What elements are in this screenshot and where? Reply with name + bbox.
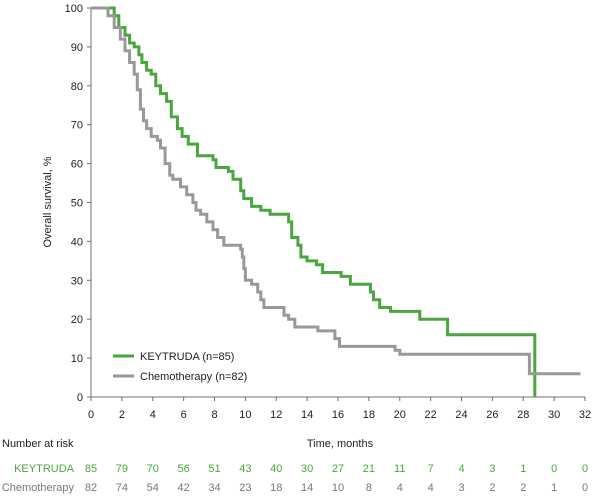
risk-value: 74 — [116, 482, 128, 494]
y-axis-label: Overall survival, % — [42, 156, 54, 247]
series-line-keytruda — [91, 6, 537, 397]
legend: KEYTRUDA (n=85) Chemotherapy (n=82) — [113, 351, 247, 383]
y-tick-label: 100 — [65, 3, 83, 15]
y-axis-ticks: 0 10 20 30 40 50 60 70 80 90 100 — [65, 3, 91, 404]
x-tick-label: 12 — [270, 409, 282, 421]
risk-value: 2 — [489, 482, 495, 494]
legend-label-chemotherapy: Chemotherapy (n=82) — [140, 371, 247, 383]
risk-value: 11 — [394, 463, 405, 475]
risk-value: 34 — [208, 482, 220, 494]
y-tick-label: 60 — [71, 159, 83, 171]
risk-value: 1 — [551, 482, 557, 494]
x-tick-label: 8 — [211, 409, 217, 421]
y-tick-label: 90 — [71, 42, 83, 54]
x-tick-label: 24 — [455, 409, 467, 421]
y-tick-label: 20 — [71, 314, 83, 326]
risk-value: 4 — [397, 482, 403, 494]
risk-value: 42 — [178, 482, 190, 494]
risk-value: 4 — [458, 463, 464, 475]
legend-label-keytruda: KEYTRUDA (n=85) — [140, 351, 234, 363]
risk-value: 1 — [520, 463, 526, 475]
risk-table-values: 85 79 70 56 51 43 40 30 27 21 11 7 4 3 1 0 082 74 54 42 34 23… — [85, 463, 588, 494]
x-tick-label: 2 — [119, 409, 125, 421]
risk-value: 7 — [428, 463, 434, 475]
risk-value: 23 — [239, 482, 251, 494]
risk-value: 27 — [332, 463, 344, 475]
y-tick-label: 50 — [71, 198, 83, 210]
risk-value: 30 — [301, 463, 313, 475]
risk-value: 70 — [147, 463, 159, 475]
risk-value: 4 — [428, 482, 434, 494]
y-tick-label: 10 — [71, 353, 83, 365]
risk-value: 0 — [551, 463, 557, 475]
x-tick-label: 30 — [548, 409, 560, 421]
x-tick-label: 16 — [332, 409, 344, 421]
risk-value: 18 — [270, 482, 282, 494]
x-tick-label: 26 — [486, 409, 498, 421]
risk-value: 54 — [147, 482, 159, 494]
risk-value: 3 — [489, 463, 495, 475]
x-tick-label: 18 — [363, 409, 375, 421]
series-layer — [91, 6, 581, 397]
risk-value: 82 — [85, 482, 97, 494]
x-tick-label: 0 — [88, 409, 94, 421]
risk-row-label-keytruda: KEYTRUDA — [14, 463, 75, 475]
risk-value: 8 — [366, 482, 372, 494]
risk-value: 2 — [520, 482, 526, 494]
risk-value: 43 — [239, 463, 251, 475]
x-tick-label: 22 — [425, 409, 437, 421]
x-axis-label: Time, months — [307, 438, 374, 450]
series-line-chemotherapy — [91, 6, 581, 376]
x-tick-label: 6 — [181, 409, 187, 421]
risk-value: 0 — [582, 482, 588, 494]
x-tick-label: 4 — [150, 409, 156, 421]
risk-value: 40 — [270, 463, 282, 475]
risk-table-title: Number at risk — [2, 438, 74, 450]
risk-value: 79 — [116, 463, 128, 475]
x-tick-label: 10 — [239, 409, 251, 421]
risk-value: 3 — [458, 482, 464, 494]
risk-value: 10 — [332, 482, 344, 494]
y-tick-label: 80 — [71, 81, 83, 93]
y-tick-label: 70 — [71, 120, 83, 132]
x-tick-label: 14 — [301, 409, 313, 421]
y-tick-label: 0 — [77, 392, 83, 404]
x-tick-label: 32 — [579, 409, 591, 421]
y-tick-label: 30 — [71, 275, 83, 287]
y-tick-label: 40 — [71, 236, 83, 248]
risk-value: 51 — [208, 463, 220, 475]
x-tick-label: 20 — [394, 409, 406, 421]
risk-row-label-chemotherapy: Chemotherapy — [2, 482, 75, 494]
risk-value: 0 — [582, 463, 588, 475]
risk-value: 21 — [363, 463, 375, 475]
risk-value: 56 — [178, 463, 190, 475]
risk-value: 14 — [301, 482, 313, 494]
x-axis-ticks: 0 2 4 6 8 10 12 14 16 18 20 22 24 26 28 30 32 — [88, 397, 591, 421]
risk-value: 85 — [85, 463, 97, 475]
x-tick-label: 28 — [517, 409, 529, 421]
